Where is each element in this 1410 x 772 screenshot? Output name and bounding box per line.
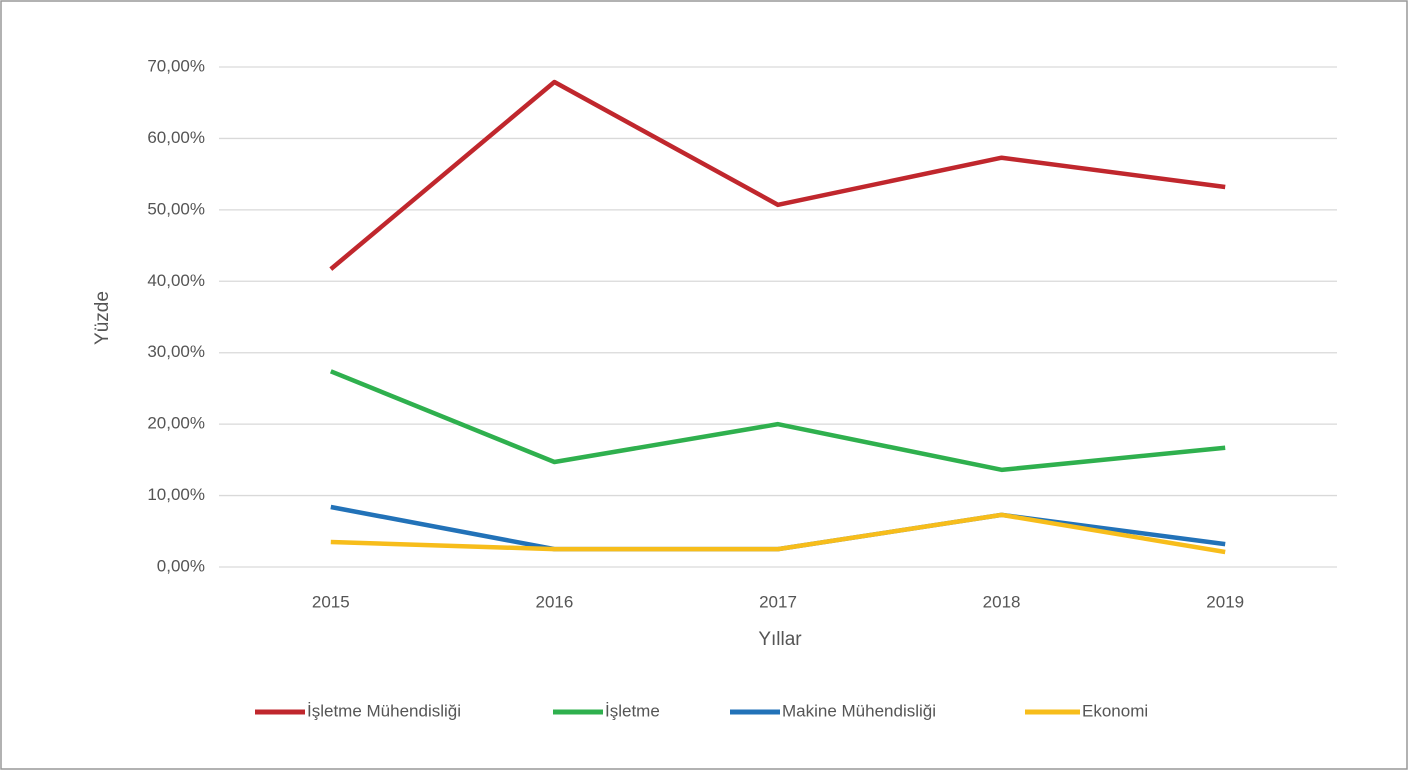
legend-label: Makine Mühendisliği <box>782 701 936 720</box>
x-axis-title: Yıllar <box>758 629 802 650</box>
series-line <box>329 369 1226 473</box>
y-tick-label: 20,00% <box>147 414 205 433</box>
x-tick-label: 2018 <box>983 592 1021 611</box>
x-tick-label: 2015 <box>312 592 350 611</box>
y-tick-label: 60,00% <box>147 128 205 147</box>
series-line <box>329 79 1226 271</box>
legend-label: İşletme Mühendisliği <box>307 701 461 720</box>
y-tick-label: 50,00% <box>147 199 205 218</box>
x-tick-label: 2016 <box>535 592 573 611</box>
series-line <box>330 512 1226 555</box>
legend-label: Ekonomi <box>1082 701 1148 720</box>
y-axis-title: Yüzde <box>92 291 113 345</box>
y-tick-label: 0,00% <box>157 556 205 575</box>
y-tick-label: 70,00% <box>147 56 205 75</box>
x-tick-label: 2019 <box>1206 592 1244 611</box>
y-tick-label: 30,00% <box>147 342 205 361</box>
x-tick-label: 2017 <box>759 592 797 611</box>
y-tick-label: 10,00% <box>147 485 205 504</box>
legend-label: İşletme <box>605 701 660 720</box>
y-tick-label: 40,00% <box>147 271 205 290</box>
